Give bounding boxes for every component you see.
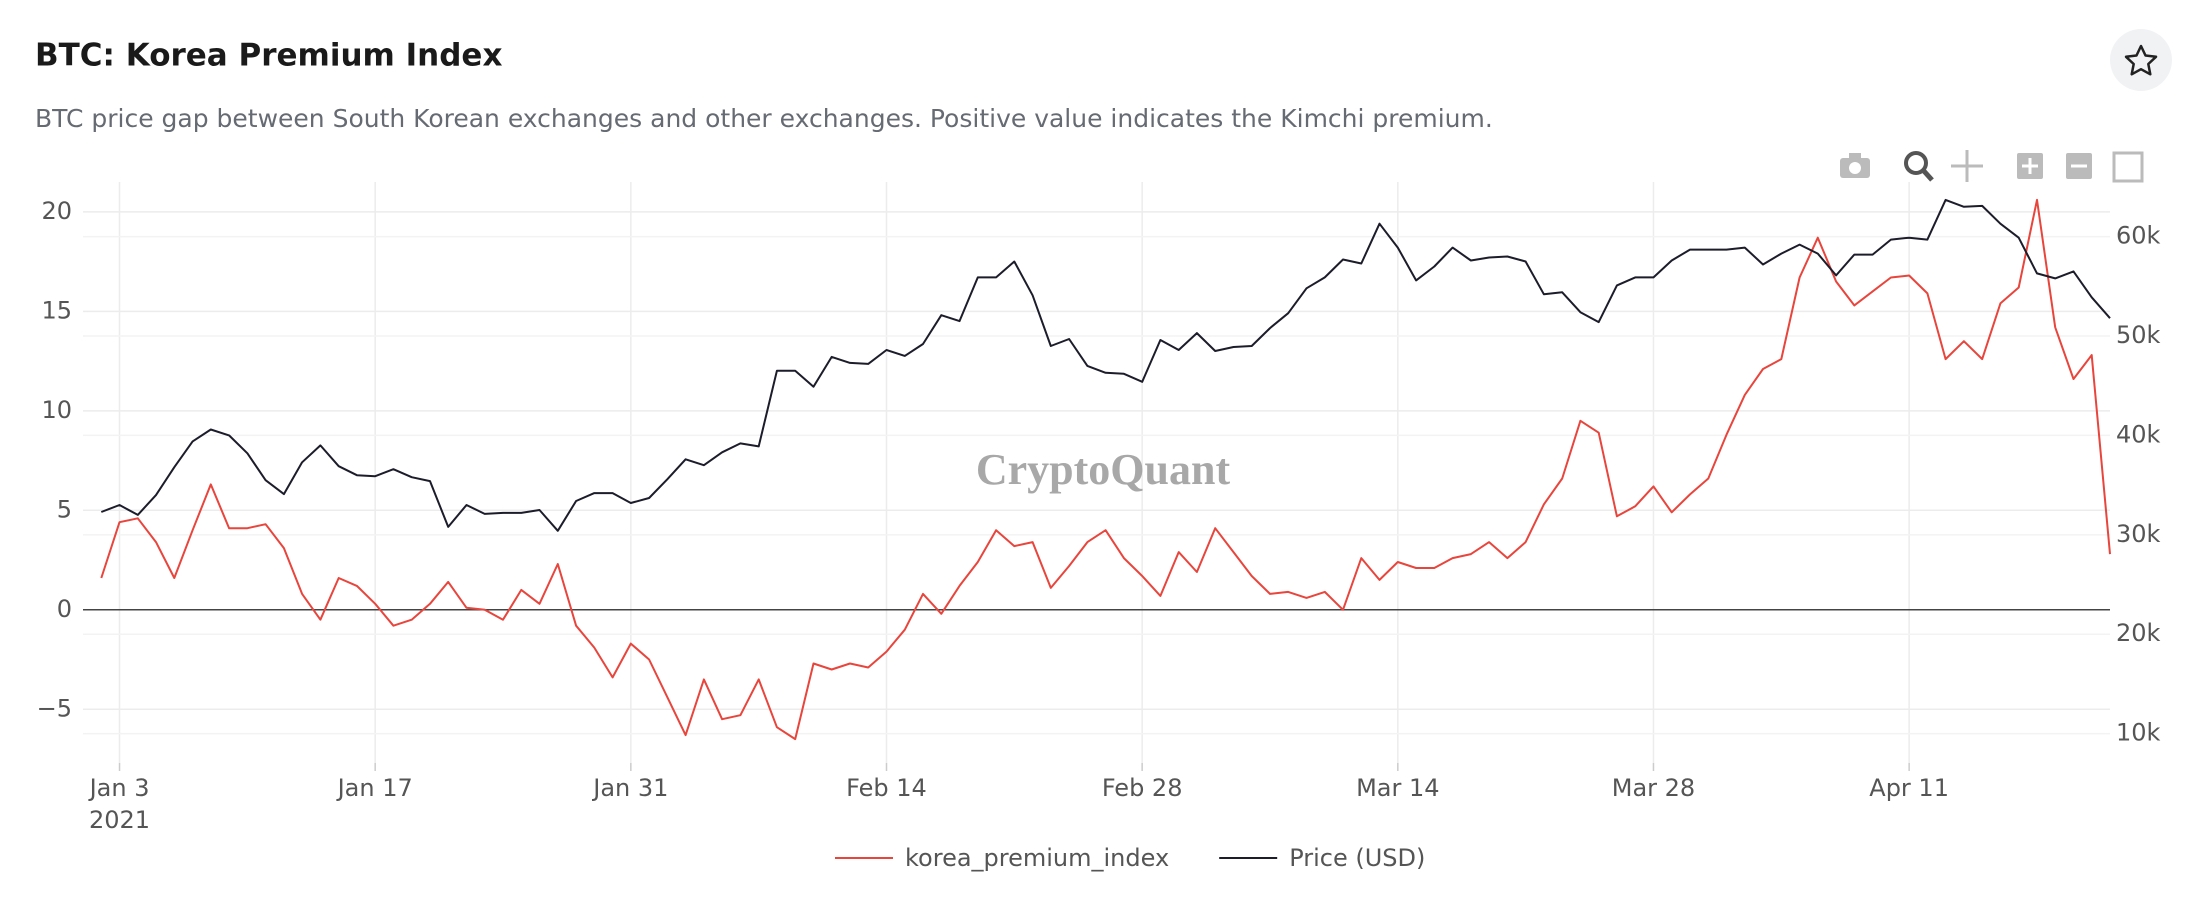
- favorite-button[interactable]: [2110, 29, 2172, 91]
- camera-button[interactable]: [1840, 153, 1870, 178]
- x-year-label: 2021: [89, 806, 150, 834]
- y-tick-label: 0: [57, 595, 72, 623]
- zoom-in-button[interactable]: [2017, 153, 2043, 179]
- zoom-out-button[interactable]: [2066, 153, 2092, 179]
- y-tick-label: 5: [57, 495, 72, 523]
- zoom-button[interactable]: [1904, 151, 1934, 182]
- watermark: CryptoQuant: [976, 445, 1231, 494]
- y2-tick-label: 60k: [2116, 222, 2161, 250]
- series-line: [100, 198, 2111, 741]
- x-tick-label: Jan 31: [591, 774, 668, 802]
- legend-item: Price (USD): [1219, 844, 1425, 872]
- star-icon[interactable]: [2124, 44, 2158, 76]
- x-tick-label: Jan 3: [88, 774, 150, 802]
- x-tick-label: Feb 14: [846, 774, 927, 802]
- y-tick-label: −5: [37, 694, 72, 722]
- legend-item: korea_premium_index: [835, 844, 1169, 872]
- x-tick-label: Mar 28: [1612, 774, 1695, 802]
- y-tick-label: 15: [41, 296, 72, 324]
- y2-tick-label: 20k: [2116, 619, 2161, 647]
- legend-label: korea_premium_index: [905, 844, 1169, 872]
- y-tick-label: 10: [41, 396, 72, 424]
- chart-title: BTC: Korea Premium Index: [35, 38, 502, 74]
- grid: [83, 182, 2110, 763]
- favorite-bg[interactable]: [2110, 29, 2172, 91]
- pan-button[interactable]: [1951, 150, 1983, 182]
- reset-button[interactable]: [2112, 151, 2144, 183]
- x-tick-label: Jan 17: [336, 774, 413, 802]
- legend-label: Price (USD): [1289, 844, 1425, 872]
- toolbar: [1840, 150, 2144, 183]
- chart-subtitle: BTC price gap between South Korean excha…: [35, 104, 1493, 133]
- y2-tick-label: 30k: [2116, 520, 2161, 548]
- x-tick-label: Feb 28: [1102, 774, 1183, 802]
- y2-tick-label: 50k: [2116, 321, 2161, 349]
- x-tick-label: Mar 14: [1356, 774, 1439, 802]
- y-tick-label: 20: [41, 197, 72, 225]
- series-line: [100, 198, 2111, 532]
- y2-tick-label: 10k: [2116, 719, 2161, 747]
- y2-tick-label: 40k: [2116, 420, 2161, 448]
- x-tick-label: Apr 11: [1869, 774, 1949, 802]
